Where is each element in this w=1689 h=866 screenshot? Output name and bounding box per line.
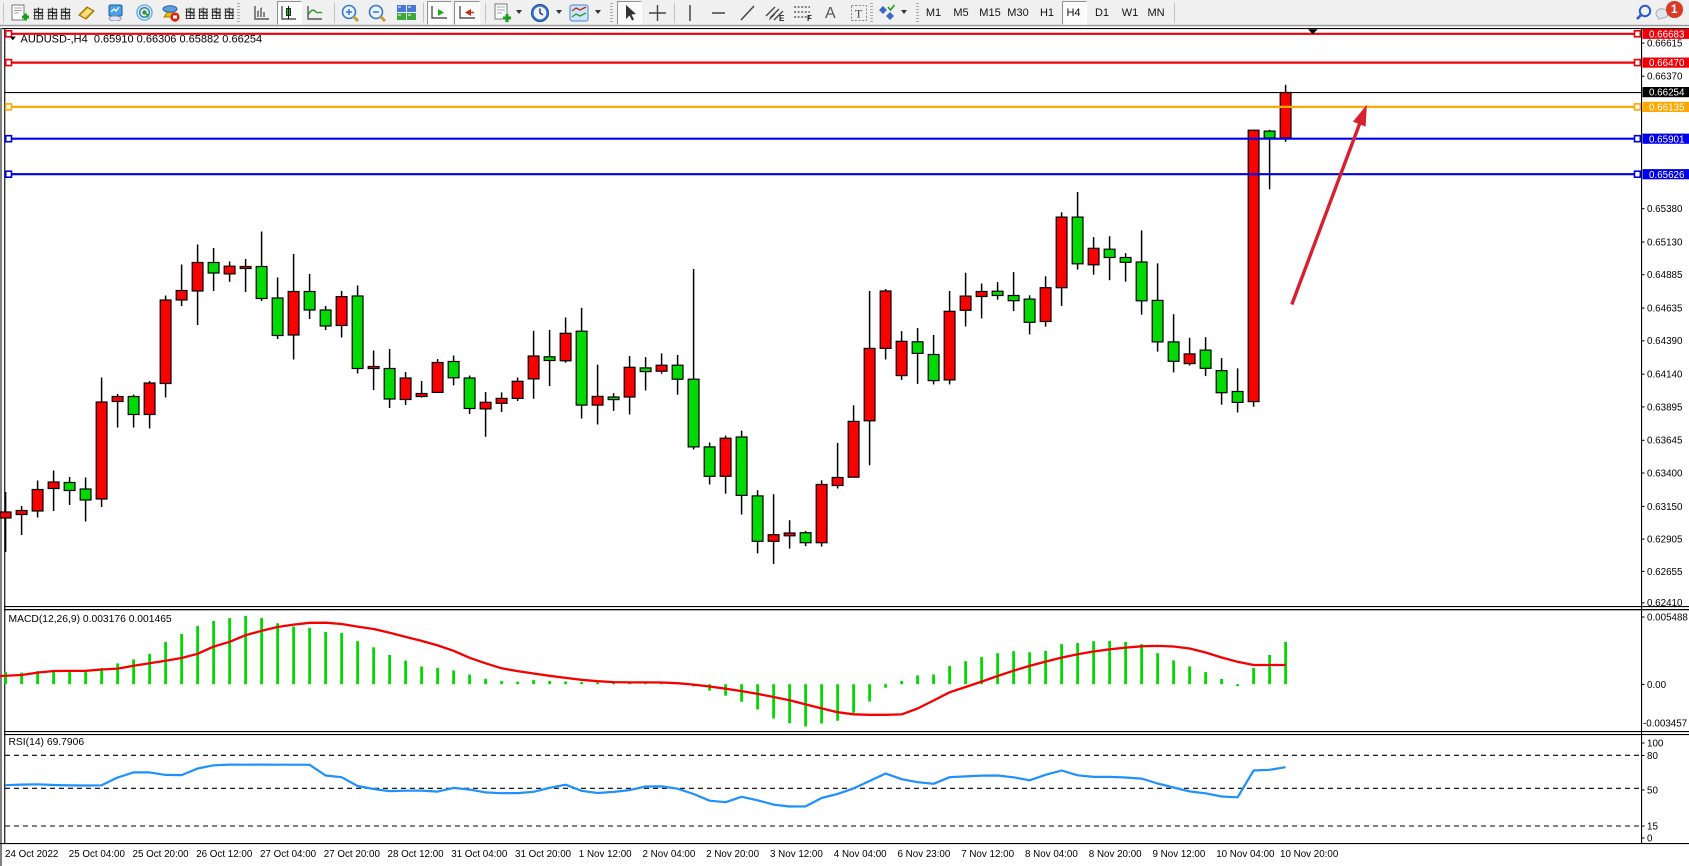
svg-text:25 Oct 04:00: 25 Oct 04:00 [69,849,126,860]
svg-text:4 Nov 04:00: 4 Nov 04:00 [834,849,887,860]
svg-text:27 Oct 04:00: 27 Oct 04:00 [260,849,317,860]
svg-text:25 Oct 20:00: 25 Oct 20:00 [133,849,190,860]
svg-text:0.64635: 0.64635 [1647,304,1683,315]
svg-text:100: 100 [1647,738,1664,749]
svg-text:0.65380: 0.65380 [1647,204,1683,215]
svg-text:MACD(12,26,9) 0.003176 0.00146: MACD(12,26,9) 0.003176 0.001465 [9,614,172,625]
svg-text:26 Oct 12:00: 26 Oct 12:00 [196,849,253,860]
svg-text:0.63150: 0.63150 [1647,502,1683,513]
svg-text:0: 0 [1647,833,1653,844]
svg-text:31 Oct 20:00: 31 Oct 20:00 [515,849,572,860]
svg-text:24 Oct 2022: 24 Oct 2022 [5,849,58,860]
svg-text:2 Nov 04:00: 2 Nov 04:00 [643,849,696,860]
svg-text:15: 15 [1647,821,1658,832]
svg-text:0.65130: 0.65130 [1647,237,1683,248]
svg-text:7 Nov 12:00: 7 Nov 12:00 [961,849,1014,860]
svg-text:0.65626: 0.65626 [1649,170,1685,181]
svg-text:31 Oct 04:00: 31 Oct 04:00 [451,849,508,860]
svg-text:0.64885: 0.64885 [1647,270,1683,281]
svg-text:0.005488: 0.005488 [1647,612,1688,623]
svg-text:0.66683: 0.66683 [1649,29,1685,40]
svg-text:3 Nov 12:00: 3 Nov 12:00 [770,849,823,860]
svg-text:10 Nov 04:00: 10 Nov 04:00 [1216,849,1275,860]
svg-text:RSI(14) 69.7906: RSI(14) 69.7906 [9,737,85,748]
svg-text:0.63645: 0.63645 [1647,436,1683,447]
svg-text:8 Nov 04:00: 8 Nov 04:00 [1025,849,1078,860]
svg-text:6 Nov 23:00: 6 Nov 23:00 [898,849,951,860]
svg-text:1 Nov 12:00: 1 Nov 12:00 [579,849,632,860]
svg-text:50: 50 [1647,785,1658,796]
svg-text:28 Oct 12:00: 28 Oct 12:00 [388,849,445,860]
svg-text:0.62655: 0.62655 [1647,567,1683,578]
svg-text:0.63400: 0.63400 [1647,468,1683,479]
svg-text:0.66135: 0.66135 [1649,103,1685,114]
svg-text:0.62410: 0.62410 [1647,598,1683,609]
svg-text:0.66615: 0.66615 [1647,39,1683,50]
svg-text:0.66470: 0.66470 [1649,58,1685,69]
svg-text:0.64390: 0.64390 [1647,336,1683,347]
svg-text:0.65901: 0.65901 [1649,134,1684,145]
svg-text:-0.003457: -0.003457 [1643,718,1687,729]
svg-text:0.63895: 0.63895 [1647,402,1683,413]
svg-text:2 Nov 20:00: 2 Nov 20:00 [706,849,759,860]
svg-text:10 Nov 20:00: 10 Nov 20:00 [1280,849,1339,860]
svg-text:0.64140: 0.64140 [1647,370,1683,381]
svg-text:80: 80 [1647,751,1658,762]
svg-text:9 Nov 12:00: 9 Nov 12:00 [1153,849,1206,860]
svg-text:T: T [855,7,863,21]
svg-text:0.62905: 0.62905 [1647,535,1683,546]
svg-text:0.66370: 0.66370 [1647,72,1683,83]
svg-text:0.66254: 0.66254 [1649,88,1685,99]
svg-text:8 Nov 20:00: 8 Nov 20:00 [1089,849,1142,860]
svg-text:0.00: 0.00 [1647,680,1667,691]
svg-text:AUDUSD-,H4 0.65910 0.66306 0.: AUDUSD-,H4 0.65910 0.66306 0.65882 0.662… [21,33,263,45]
svg-text:27 Oct 20:00: 27 Oct 20:00 [324,849,381,860]
